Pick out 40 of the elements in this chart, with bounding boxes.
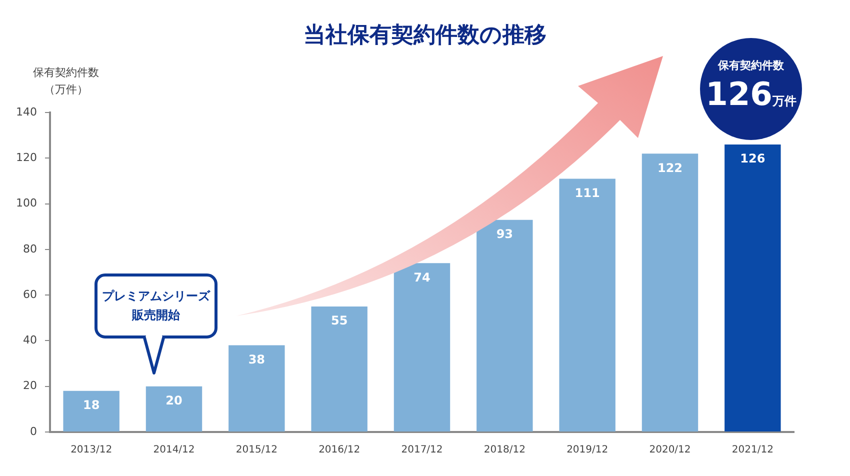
y-tick-label: 120	[16, 151, 37, 164]
bar	[394, 263, 450, 432]
data-label: 126	[740, 152, 766, 166]
data-label: 122	[657, 160, 683, 175]
y-tick-label: 40	[22, 334, 37, 347]
bar	[559, 178, 616, 432]
x-tick-label: 2016/12	[318, 444, 360, 456]
data-label: 74	[414, 270, 430, 284]
bar	[476, 220, 533, 432]
y-axis-title: 保有契約件数（万件）	[32, 65, 100, 98]
data-label: 55	[330, 314, 348, 328]
bar	[311, 306, 368, 432]
data-label: 20	[166, 393, 182, 408]
x-tick-label: 2018/12	[484, 444, 526, 456]
annotation: 126万件	[706, 75, 796, 113]
x-tick-label: 2017/12	[401, 444, 443, 456]
circle-badge: 保有契約件数 126万件	[700, 38, 802, 140]
y-tick-label: 0	[30, 424, 37, 438]
y-tick-label: 20	[22, 379, 37, 392]
bar	[228, 345, 285, 432]
y-tick-label: 100	[16, 196, 37, 210]
x-tick-label: 2013/12	[70, 444, 112, 456]
x-tick-label: 2015/12	[236, 444, 278, 456]
x-tick-label: 2019/12	[566, 444, 608, 456]
bar	[724, 144, 781, 432]
x-tick-label: 2020/12	[649, 444, 691, 456]
y-tick-label: 140	[16, 105, 37, 118]
y-tick-label: 80	[22, 242, 37, 256]
x-tick-label: 2021/12	[732, 444, 774, 456]
bar	[642, 154, 698, 432]
data-label: 18	[82, 398, 100, 412]
data-label: 38	[248, 352, 266, 366]
annotation: プレミアムシリーズ販売開始	[101, 288, 212, 324]
bar	[146, 386, 202, 432]
data-label: 93	[496, 226, 514, 241]
x-tick-label: 2014/12	[153, 444, 195, 456]
data-label: 111	[574, 186, 600, 200]
chart-title: 当社保有契約件数の推移	[302, 22, 548, 50]
bar	[63, 390, 120, 432]
y-tick-label: 60	[22, 288, 37, 301]
